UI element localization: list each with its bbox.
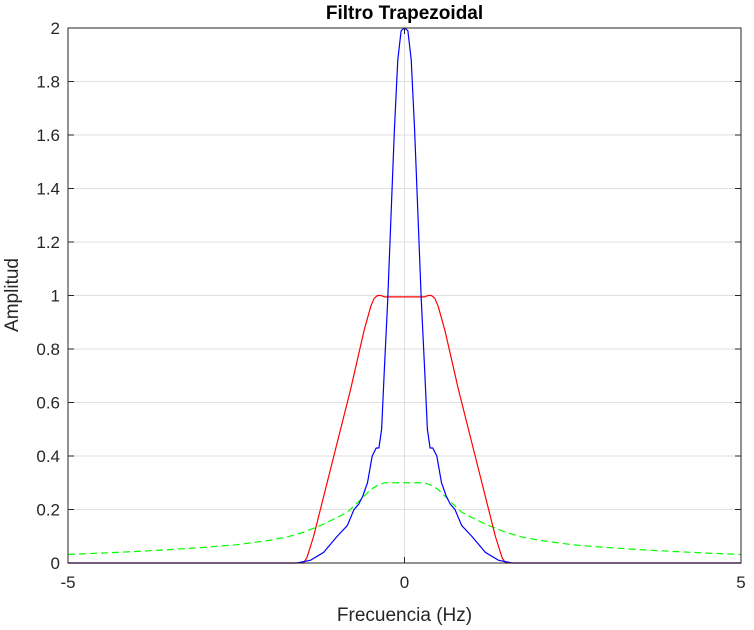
y-tick-label: 1.2 [36,233,60,252]
y-tick-label: 1.6 [36,126,60,145]
y-tick-label: 0.6 [36,394,60,413]
x-tick-label: 0 [400,573,409,592]
y-tick-label: 0.4 [36,447,60,466]
y-tick-label: 0 [51,554,60,573]
x-tick-label: -5 [60,573,75,592]
series-line-3 [67,482,742,556]
x-axis-label: Frecuencia (Hz) [337,605,472,626]
x-tick-label: 5 [736,573,745,592]
series-line-1 [68,294,741,564]
y-axis-label: Amplitud [2,258,23,332]
ticks: 00.20.40.60.811.21.41.61.82-5 0 5 [36,19,745,592]
y-tick-label: 0.2 [36,501,60,520]
y-tick-label: 1 [51,287,60,306]
y-tick-label: 1.8 [36,73,60,92]
y-tick-label: 1.4 [36,180,60,199]
y-tick-label: 0.8 [36,340,60,359]
y-tick-label: 2 [51,19,60,38]
chart-title: Filtro Trapezoidal [326,3,483,24]
